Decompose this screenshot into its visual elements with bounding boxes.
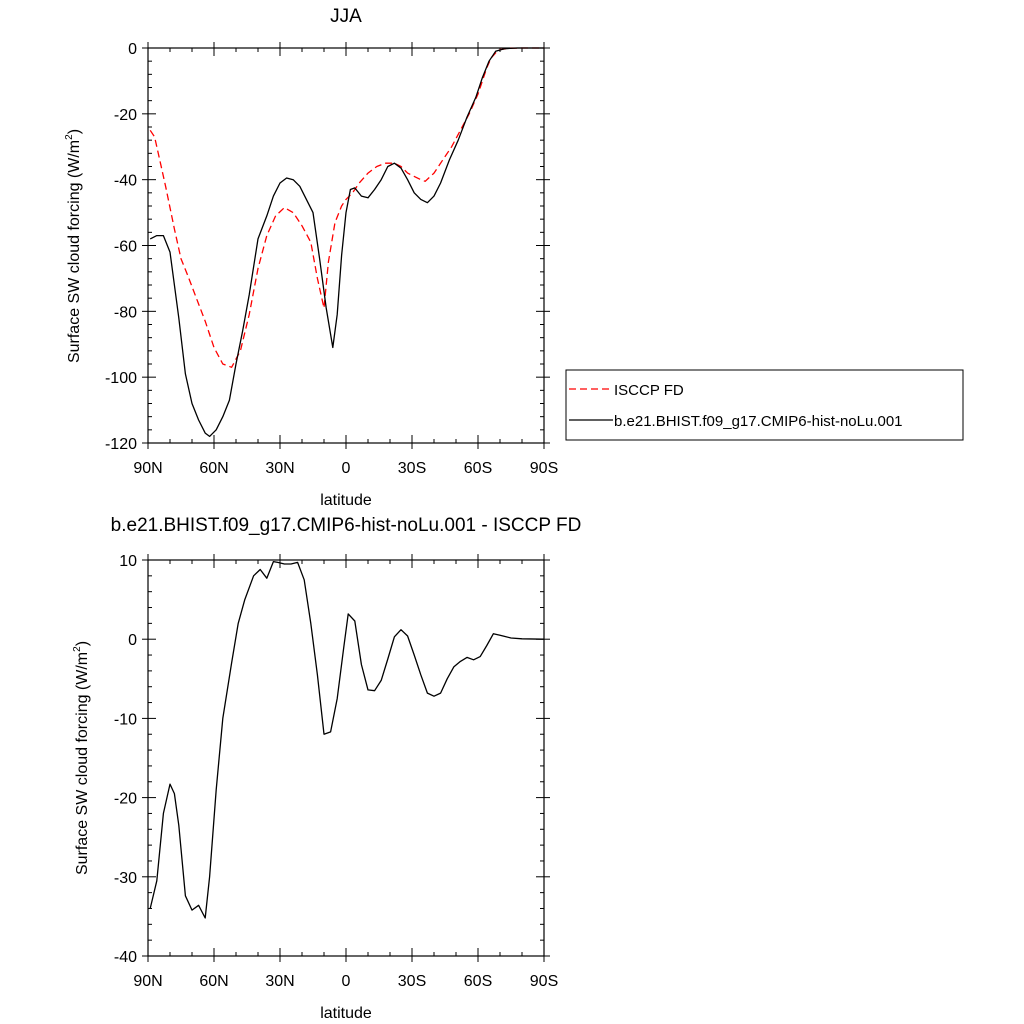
top-y-tick-label: -20 [114,107,137,124]
bottom-y-tick-label: -20 [114,791,137,808]
bottom-y-axis-label: Surface SW cloud forcing (W/m2) [72,641,91,875]
bottom-x-tick-label: 90S [530,973,558,990]
top-x-tick-label: 0 [342,460,351,477]
top-x-tick-label: 90S [530,460,558,477]
top-y-tick-label: -100 [105,370,137,387]
top-chart-title: JJA [330,6,362,27]
bottom-y-tick-label: -30 [114,870,137,887]
top-y-tick-label: -120 [105,436,137,453]
top-y-axis-label: Surface SW cloud forcing (W/m2) [64,129,83,363]
top-y-axis-label-sup: 2 [64,134,75,140]
top-x-tick-label: 60N [199,460,228,477]
bottom-y-tick-label: -10 [114,711,137,728]
top-x-tick-label: 60S [464,460,492,477]
top-x-tick-label: 90N [133,460,162,477]
top-panel: JJA 90N 60N 30N 0 30S 60S 90S 0 -20 -40 -60 -80 -100… [64,6,964,509]
bottom-x-tick-label: 30N [265,973,294,990]
top-y-tick-label: -80 [114,304,137,321]
bottom-x-tick-label: 60S [464,973,492,990]
bottom-plot-area: 90N 60N 30N 0 30S 60S 90S 10 0 -10 -20 -30 -40 [114,553,558,990]
bottom-x-tick-label: 90N [133,973,162,990]
bottom-x-tick-label: 60N [199,973,228,990]
bottom-panel: b.e21.BHIST.f09_g17.CMIP6-hist-noLu.001 … [72,515,581,1022]
top-x-tick-label: 30N [265,460,294,477]
bottom-y-tick-label: 0 [128,632,137,649]
top-plot-frame [147,47,545,444]
top-y-tick-label: 0 [128,41,137,58]
bottom-x-tick-label: 30S [398,973,426,990]
legend: ISCCP FD b.e21.BHIST.f09_g17.CMIP6-hist-… [565,369,964,441]
bottom-y-axis-label-sup: 2 [72,646,83,652]
legend-label-model: b.e21.BHIST.f09_g17.CMIP6-hist-noLu.001 [614,413,903,430]
top-y-axis-label-main: Surface SW cloud forcing (W/m [66,140,83,363]
bottom-x-axis-label: latitude [320,1005,372,1022]
bottom-y-tick-label: -40 [114,949,137,966]
bottom-y-tick-label: 10 [119,553,137,570]
bottom-x-tick-label: 0 [342,973,351,990]
bottom-series-line-model [149,560,545,919]
top-x-axis-label: latitude [320,492,372,509]
bottom-y-axis-label-end: ) [74,641,91,646]
top-series-line-model [149,47,544,438]
top-y-axis-label-end: ) [66,129,83,134]
top-y-tick-label: -60 [114,239,137,256]
top-series-line-isccp [149,47,544,368]
top-x-tick-label: 30S [398,460,426,477]
bottom-y-axis-label-main: Surface SW cloud forcing (W/m [74,652,91,875]
legend-label-isccp: ISCCP FD [614,382,684,399]
top-plot-area: 90N 60N 30N 0 30S 60S 90S 0 -20 -40 -60 -80 -100 -120 [105,41,558,477]
bottom-chart-title: b.e21.BHIST.f09_g17.CMIP6-hist-noLu.001 … [111,515,582,536]
top-y-tick-label: -40 [114,173,137,190]
legend-box [565,369,964,441]
